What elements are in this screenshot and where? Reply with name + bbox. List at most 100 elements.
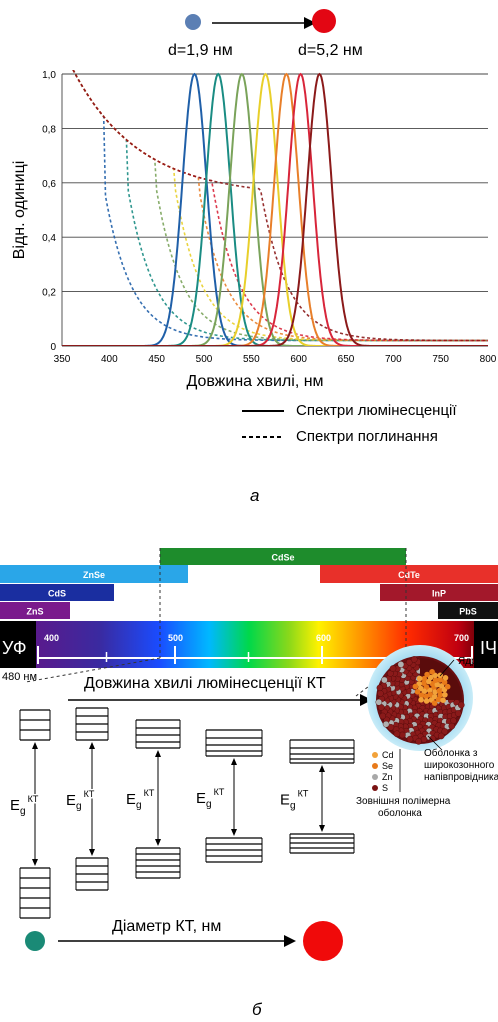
core-atom (423, 693, 429, 700)
core-atom (434, 681, 441, 688)
atom-legend-label: Cd (382, 750, 394, 760)
core-atom (431, 700, 438, 706)
shell-atom (429, 735, 437, 742)
absorption-curve (72, 70, 488, 342)
legend-emission: Спектри люмінесценції (296, 402, 457, 419)
material-label: CdSe (271, 553, 294, 563)
gap-arrow-head (155, 839, 161, 846)
uv-region (0, 621, 36, 668)
atom-legend-label: S (382, 783, 388, 793)
polymer-label-2: оболонка (378, 807, 422, 819)
shell-atom (387, 723, 395, 731)
absorption-curve (72, 70, 488, 342)
emission-curve (62, 72, 488, 346)
shell-atom (381, 676, 388, 684)
plot-area (62, 70, 488, 346)
core-atom (435, 696, 442, 703)
absorption-curve (72, 70, 488, 342)
core-atom (437, 677, 444, 683)
shell-atom (393, 730, 401, 738)
legend-lines (242, 410, 284, 438)
shell-atom (397, 661, 405, 668)
atom-legend-dot (372, 785, 378, 791)
material-label: ZnSe (83, 570, 105, 580)
shell-atom (441, 728, 449, 735)
large-qd-dot (303, 921, 343, 961)
x-tick-label: 400 (101, 354, 118, 365)
shell-atom (454, 710, 462, 717)
shell-atom (405, 658, 413, 666)
y-tick-label: 0,8 (42, 124, 56, 135)
core-atom (436, 687, 443, 694)
shell-atom (437, 732, 445, 740)
y-tick-label: 1,0 (42, 70, 56, 81)
absorption-curve (72, 70, 488, 342)
spectrum-tick-label: 600 (316, 633, 331, 643)
wl-title: Довжина хвилі люмінесценції КТ (84, 675, 326, 692)
large-dot (312, 9, 336, 33)
spectra-chart: 0 0,2 0,4 0,6 0,8 1,0 350 400 450 500 550 600 650 700… (11, 70, 497, 390)
gap-arrow-head (231, 829, 237, 836)
core-atom (414, 689, 421, 695)
core-atom (442, 675, 449, 681)
wl-start-label: 480 нм (2, 671, 37, 683)
ir-label: ІЧ (480, 638, 497, 658)
gap-arrow-head (32, 859, 38, 866)
emission-curve (62, 72, 488, 346)
core-atom (423, 698, 430, 704)
material-label: InP (432, 589, 446, 599)
y-tick-label: 0 (50, 342, 56, 353)
gap-arrow-head (89, 849, 95, 856)
spectrum-tick-label: 400 (44, 633, 59, 643)
shell-label-1: Оболонка з (424, 747, 478, 759)
shell-atom (448, 722, 456, 730)
core-atom (442, 692, 448, 698)
shell-atom (382, 720, 390, 728)
shell-atom (415, 738, 422, 745)
shell-atom (457, 701, 465, 709)
guide-480-diag (25, 657, 161, 683)
material-bar (160, 548, 406, 565)
eg-label: EgКТ (10, 794, 39, 817)
material-bar (320, 565, 498, 583)
shell-atom (377, 690, 384, 697)
x-tick-label: 550 (243, 354, 260, 365)
atom-legend-dot (372, 774, 378, 780)
gap-arrow-head (319, 765, 325, 772)
core-atom (418, 697, 424, 703)
ir-region (474, 621, 498, 668)
core-atom (421, 675, 428, 682)
core-atom (441, 679, 448, 685)
d-small-label: d=1,9 нм (168, 42, 233, 59)
core-pointer (439, 659, 455, 677)
y-tick-label: 0,2 (42, 288, 56, 299)
shell-atom (399, 731, 406, 739)
material-label: PbS (459, 607, 477, 617)
gap-arrow-head (319, 825, 325, 832)
x-tick-label: 500 (196, 354, 213, 365)
shell-atom (376, 684, 384, 692)
gap-arrow-head (155, 750, 161, 757)
shell-label-3: напівпровідника (424, 772, 498, 783)
gap-arrow-head (89, 742, 95, 749)
shell-atom (389, 665, 397, 672)
eg-label: EgКТ (66, 789, 95, 812)
absorption-curve (72, 70, 488, 342)
spectrum-tick-label: 500 (168, 633, 183, 643)
diameter-label: Діаметр КТ, нм (112, 918, 221, 935)
core-atom (429, 669, 435, 675)
atom-legend-label: Zn (382, 772, 393, 782)
shell-label-2: широкозонного (424, 760, 495, 771)
core-atom (412, 683, 419, 690)
d-large-label: d=5,2 нм (298, 42, 363, 59)
small-qd-dot (25, 931, 45, 951)
material-label: ZnS (27, 607, 44, 617)
atom-legend-dot (372, 752, 378, 758)
eg-label: EgКТ (280, 789, 309, 812)
size-arrow (212, 17, 316, 29)
emission-curve (62, 72, 488, 346)
core-atom (444, 683, 451, 690)
caption-a: а (250, 486, 260, 505)
legend-absorption: Спектри поглинання (296, 428, 438, 445)
absorption-curve (72, 70, 488, 342)
